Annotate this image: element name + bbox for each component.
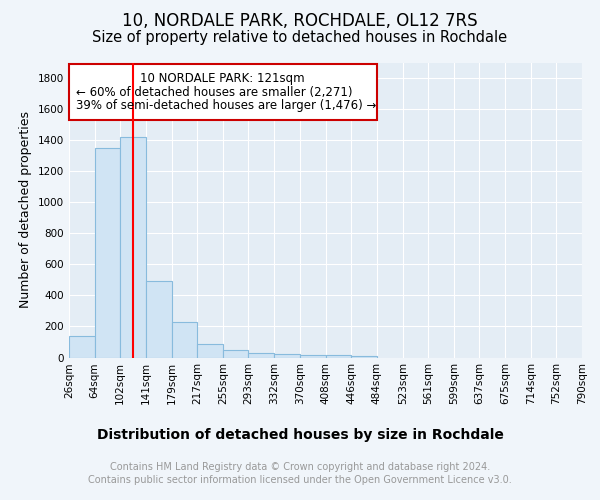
Bar <box>274 354 300 358</box>
Text: 10 NORDALE PARK: 121sqm: 10 NORDALE PARK: 121sqm <box>140 72 305 85</box>
Text: Size of property relative to detached houses in Rochdale: Size of property relative to detached ho… <box>92 30 508 45</box>
Bar <box>197 344 223 358</box>
FancyBboxPatch shape <box>69 64 377 120</box>
Bar <box>223 350 248 358</box>
Bar <box>146 282 172 358</box>
Text: Distribution of detached houses by size in Rochdale: Distribution of detached houses by size … <box>97 428 503 442</box>
Bar <box>95 148 120 358</box>
Bar <box>325 354 351 358</box>
Y-axis label: Number of detached properties: Number of detached properties <box>19 112 32 308</box>
Bar <box>69 336 95 357</box>
Text: 39% of semi-detached houses are larger (1,476) →: 39% of semi-detached houses are larger (… <box>76 100 376 112</box>
Text: ← 60% of detached houses are smaller (2,271): ← 60% of detached houses are smaller (2,… <box>76 86 352 98</box>
Text: Contains HM Land Registry data © Crown copyright and database right 2024.: Contains HM Land Registry data © Crown c… <box>110 462 490 472</box>
Text: Contains public sector information licensed under the Open Government Licence v3: Contains public sector information licen… <box>88 475 512 485</box>
Bar <box>120 137 146 358</box>
Bar <box>351 356 377 358</box>
Bar <box>248 353 274 358</box>
Bar <box>300 354 325 358</box>
Text: 10, NORDALE PARK, ROCHDALE, OL12 7RS: 10, NORDALE PARK, ROCHDALE, OL12 7RS <box>122 12 478 30</box>
Bar <box>172 322 197 358</box>
